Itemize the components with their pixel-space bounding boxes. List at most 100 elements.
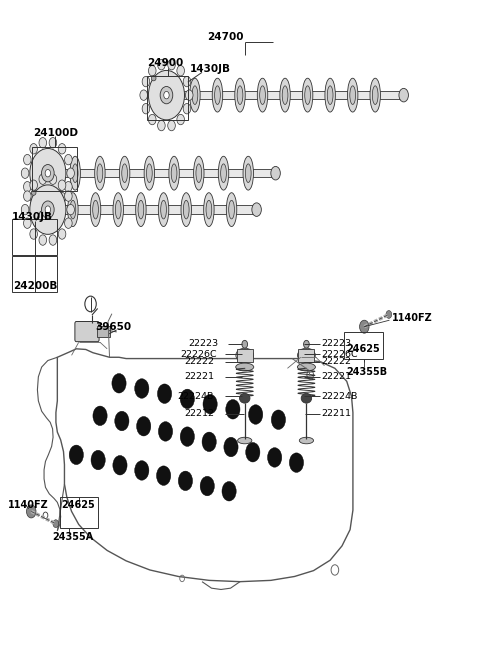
Circle shape [177,114,184,125]
Ellipse shape [151,75,156,81]
Text: 22226C: 22226C [180,350,217,359]
Circle shape [49,198,57,209]
Circle shape [39,174,47,184]
Text: 22223: 22223 [188,339,218,348]
Ellipse shape [90,193,101,226]
Ellipse shape [181,193,192,226]
Circle shape [91,450,105,470]
Ellipse shape [372,86,378,104]
Circle shape [177,66,184,76]
Circle shape [112,373,126,393]
Circle shape [30,148,66,198]
Circle shape [157,120,165,131]
Circle shape [180,427,194,446]
Ellipse shape [70,156,80,190]
Circle shape [49,174,57,184]
Circle shape [45,169,50,177]
Ellipse shape [183,200,189,219]
Ellipse shape [146,164,152,182]
Ellipse shape [138,200,144,219]
Ellipse shape [120,156,130,190]
Ellipse shape [193,156,204,190]
Bar [32,147,77,192]
Ellipse shape [301,394,312,403]
Circle shape [30,185,66,234]
Circle shape [158,422,173,441]
Circle shape [67,205,74,215]
Circle shape [65,191,72,201]
Circle shape [249,405,263,424]
Ellipse shape [237,86,243,104]
Ellipse shape [72,164,78,182]
Text: 22221: 22221 [184,373,214,381]
Bar [12,219,57,255]
FancyBboxPatch shape [75,321,99,342]
Circle shape [200,476,215,496]
Ellipse shape [206,200,212,219]
Ellipse shape [115,200,121,219]
Circle shape [65,218,72,228]
Circle shape [185,90,193,100]
Circle shape [160,87,173,104]
Ellipse shape [31,190,36,195]
Polygon shape [167,91,404,99]
Text: 22211: 22211 [322,409,352,419]
Circle shape [148,114,156,125]
Circle shape [42,165,54,182]
Circle shape [386,310,392,318]
Circle shape [157,384,172,403]
Ellipse shape [95,156,105,190]
Circle shape [93,406,107,426]
Circle shape [58,192,66,203]
Circle shape [24,154,31,165]
Bar [60,497,97,528]
Circle shape [168,120,175,131]
Ellipse shape [144,156,155,190]
Circle shape [115,411,129,431]
Text: 22224B: 22224B [322,392,358,401]
Text: 24625: 24625 [346,344,380,354]
Circle shape [140,90,147,100]
Bar [237,349,253,362]
Circle shape [45,206,50,213]
Circle shape [65,182,72,192]
Ellipse shape [348,78,358,112]
Ellipse shape [158,193,169,226]
Circle shape [24,218,31,228]
Circle shape [58,180,66,190]
Ellipse shape [236,348,253,363]
Text: 22221: 22221 [322,373,352,381]
Circle shape [148,70,184,120]
Ellipse shape [300,438,313,443]
Circle shape [49,235,57,245]
Circle shape [113,455,127,475]
Circle shape [135,461,149,480]
Bar [344,332,384,359]
Ellipse shape [227,193,237,226]
Ellipse shape [218,156,229,190]
Circle shape [156,466,171,485]
Circle shape [289,453,303,472]
Ellipse shape [260,86,265,104]
Circle shape [65,154,72,165]
Text: 24625: 24625 [61,500,95,510]
Circle shape [142,76,150,87]
Ellipse shape [169,156,180,190]
Ellipse shape [252,203,261,216]
Ellipse shape [97,164,103,182]
Circle shape [39,235,47,245]
Circle shape [24,182,31,192]
Circle shape [30,144,37,154]
Ellipse shape [280,78,290,112]
Ellipse shape [196,164,202,182]
Ellipse shape [350,86,356,104]
Text: 24900: 24900 [147,58,184,68]
Circle shape [157,60,165,70]
Ellipse shape [122,164,128,182]
Ellipse shape [192,86,198,104]
Bar [12,256,57,292]
Circle shape [39,138,47,148]
Circle shape [42,201,54,218]
Ellipse shape [235,78,245,112]
Circle shape [222,482,236,501]
